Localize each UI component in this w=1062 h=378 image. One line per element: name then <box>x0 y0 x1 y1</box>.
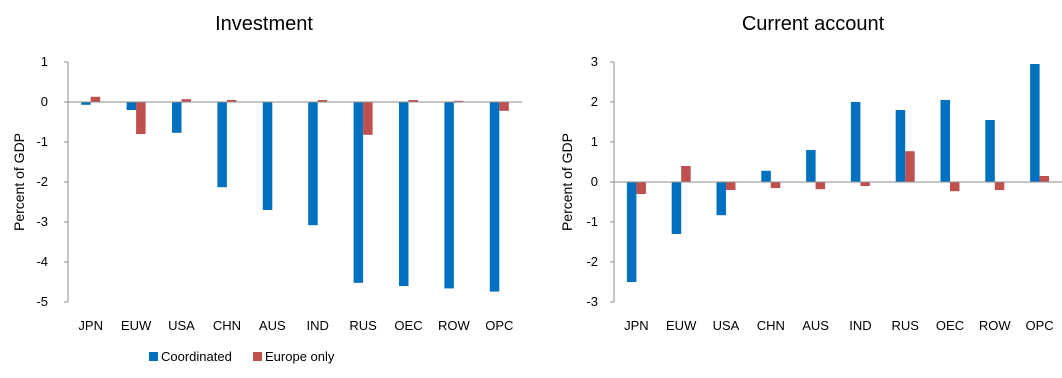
chart1-category-label: USA <box>168 318 195 333</box>
chart2-y-tick-label: 0 <box>591 174 598 189</box>
chart1-category-label: EUW <box>121 318 152 333</box>
chart1-y-tick-label: 1 <box>41 54 48 69</box>
chart2-bar-europe-only <box>905 151 915 182</box>
legend-swatch <box>253 352 262 361</box>
chart2-bar-coordinated <box>716 182 726 216</box>
chart1-y-tick-label: -1 <box>36 134 48 149</box>
chart1-bar-coordinated <box>308 102 318 226</box>
chart1-bar-coordinated <box>444 102 454 289</box>
chart2-bar-coordinated <box>1030 64 1040 182</box>
chart1-bar-coordinated <box>172 102 182 133</box>
chart1-category-label: OPC <box>485 318 513 333</box>
chart2-bar-coordinated <box>806 150 816 182</box>
chart1-y-tick-label: -4 <box>36 254 48 269</box>
chart2-bar-coordinated <box>626 182 637 282</box>
chart1-y-tick-label: -3 <box>36 214 48 229</box>
chart2-bar-europe-only <box>860 182 870 186</box>
chart1-y-tick-label: 0 <box>41 94 48 109</box>
chart1-category-label: IND <box>307 318 329 333</box>
chart1-category-label: RUS <box>349 318 377 333</box>
chart2-category-label: RUS <box>891 318 919 333</box>
chart1-bar-coordinated <box>399 102 409 286</box>
chart1-bar-coordinated <box>489 102 500 292</box>
chart1-bar-europe-only <box>453 100 464 102</box>
legend-label: Coordinated <box>161 349 232 364</box>
chart2-category-label: ROW <box>979 318 1012 333</box>
chart2-bar-coordinated <box>850 102 861 182</box>
chart2-bar-europe-only <box>636 182 646 194</box>
chart2-y-tick-label: 3 <box>591 54 598 69</box>
chart1-bar-coordinated <box>217 102 227 188</box>
chart1-bar-coordinated <box>353 102 364 283</box>
chart2-bar-coordinated <box>671 182 682 234</box>
legend-swatch <box>149 352 158 361</box>
chart2-category-label: CHN <box>757 318 785 333</box>
chart2-bar-europe-only <box>726 182 736 190</box>
chart1-bar-coordinated <box>262 102 273 210</box>
chart1-bar-europe-only <box>363 102 373 135</box>
chart1-title: Investment <box>215 13 313 35</box>
chart2-bar-europe-only <box>950 182 960 192</box>
chart2-bar-europe-only <box>770 182 781 188</box>
chart2-category-label: USA <box>713 318 740 333</box>
chart2-category-label: EUW <box>666 318 697 333</box>
chart2-y-tick-label: 2 <box>591 94 598 109</box>
chart1-category-label: ROW <box>438 318 471 333</box>
chart1-category-label: OEC <box>394 318 422 333</box>
chart1-y-tick-label: -5 <box>36 294 48 309</box>
chart2-title: Current account <box>742 13 885 35</box>
chart2-bar-coordinated <box>761 170 771 182</box>
chart2-category-label: JPN <box>624 318 649 333</box>
chart2-bar-europe-only <box>681 166 691 182</box>
chart2-y-tick-label: -2 <box>586 254 598 269</box>
chart1-y-axis-label: Percent of GDP <box>11 133 27 231</box>
chart1-bar-coordinated <box>126 102 137 110</box>
chart2-bar-coordinated <box>940 100 950 182</box>
chart2-bar-europe-only <box>1039 176 1050 182</box>
chart1-bar-europe-only <box>226 100 237 102</box>
chart1-category-label: JPN <box>78 318 103 333</box>
chart2-bar-europe-only <box>994 182 1005 190</box>
legend-label: Europe only <box>265 349 335 364</box>
chart1-category-label: CHN <box>213 318 241 333</box>
chart1-bar-europe-only <box>181 99 191 102</box>
chart1-bar-europe-only <box>90 96 101 102</box>
chart1-bar-europe-only <box>408 100 418 102</box>
chart2-category-label: OEC <box>936 318 964 333</box>
chart1-y-tick-label: -2 <box>36 174 48 189</box>
chart1-category-label: AUS <box>259 318 286 333</box>
chart2-category-label: OPC <box>1026 318 1054 333</box>
chart1-bar-europe-only <box>317 100 328 102</box>
chart1-bar-europe-only <box>136 102 146 134</box>
chart1-bar-coordinated <box>81 102 91 105</box>
chart2-y-tick-label: -3 <box>586 294 598 309</box>
chart2-y-tick-label: 1 <box>591 134 598 149</box>
chart2-y-tick-label: -1 <box>586 214 598 229</box>
chart2-y-axis-label: Percent of GDP <box>559 133 575 231</box>
chart2-category-label: IND <box>849 318 871 333</box>
chart2-bar-coordinated <box>985 120 995 182</box>
chart2-bar-coordinated <box>895 110 906 182</box>
chart2-bar-europe-only <box>815 182 826 190</box>
chart1-bar-europe-only <box>499 102 509 111</box>
chart2-category-label: AUS <box>802 318 829 333</box>
